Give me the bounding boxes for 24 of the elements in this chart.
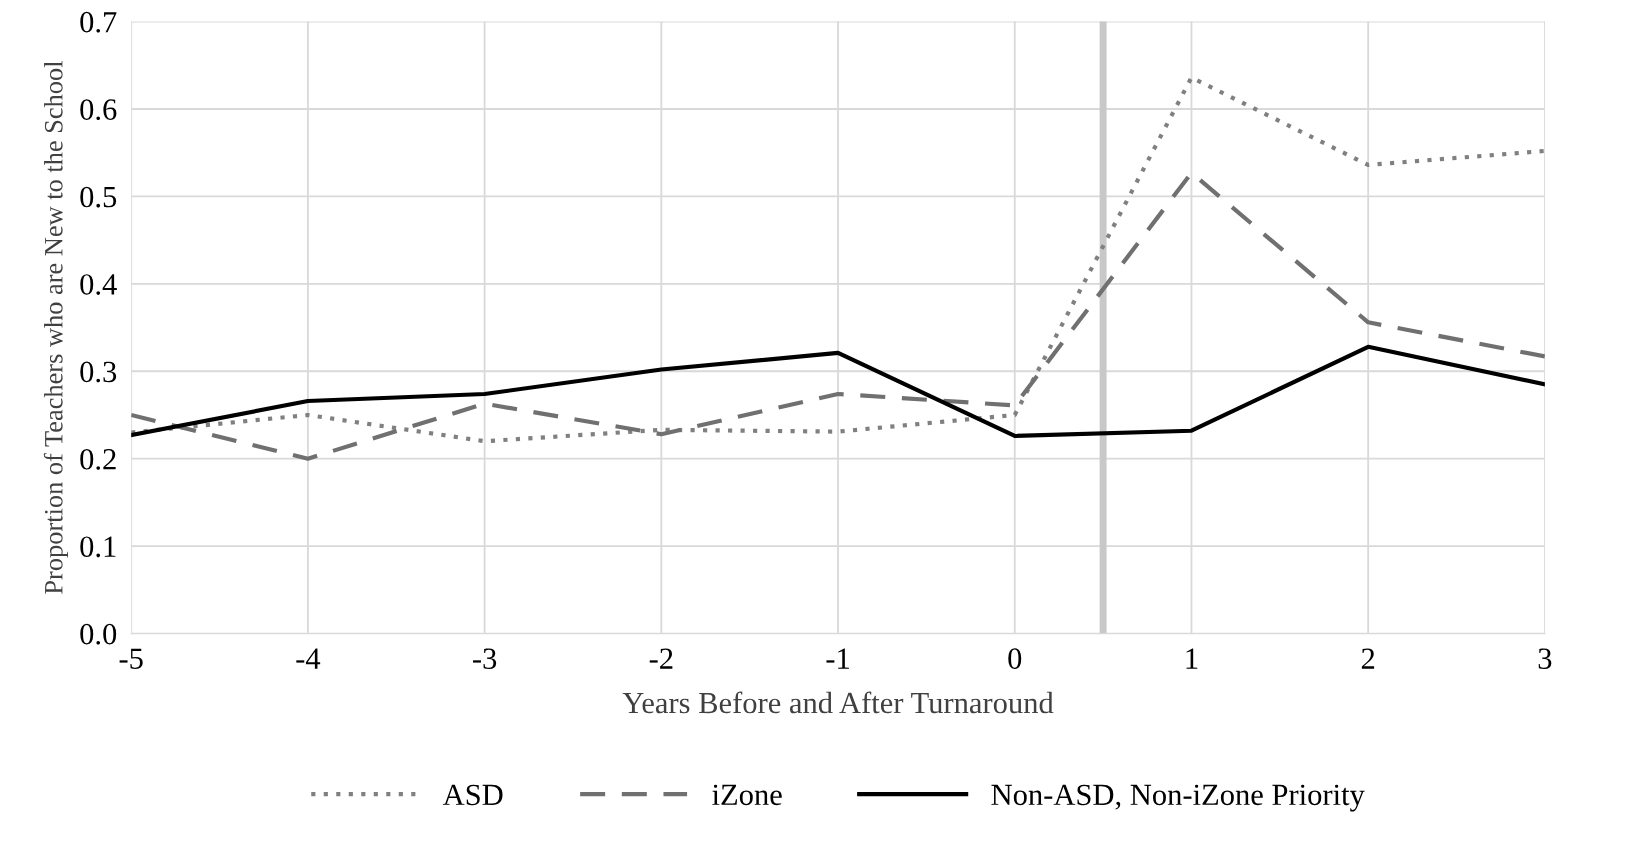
x-tick-label: -2: [649, 648, 673, 669]
x-tick-label: 2: [1361, 648, 1375, 669]
x-tick-label: -5: [119, 648, 143, 669]
x-tick-label: 0: [1008, 648, 1022, 669]
x-tick-label: -3: [473, 648, 497, 669]
y-tick-label: 0.7: [80, 11, 117, 33]
y-tick-label: 0.6: [80, 99, 117, 121]
legend-label: iZone: [712, 784, 782, 806]
x-tick-label: 1: [1186, 648, 1198, 669]
legend-label: ASD: [442, 784, 503, 806]
line-series: [131, 75, 1545, 444]
x-tick-label: -4: [296, 648, 321, 669]
y-tick-label: 0.1: [80, 536, 116, 558]
x-axis-title: Years Before and After Turnaround: [622, 691, 1054, 714]
y-tick-label: 0.0: [80, 623, 117, 645]
legend-label: Non-ASD, Non-iZone Priority: [991, 784, 1365, 812]
y-tick-label: 0.5: [80, 186, 117, 208]
x-tick-label: 3: [1538, 648, 1552, 669]
y-tick-label: 0.4: [80, 274, 117, 295]
y-axis-title: Proportion of Teachers who are New to the School: [43, 61, 69, 594]
y-tick-label: 0.2: [80, 448, 116, 470]
y-tick-label: 0.3: [80, 361, 117, 383]
x-tick-label: -1: [826, 648, 849, 669]
line-series: [131, 344, 1545, 439]
